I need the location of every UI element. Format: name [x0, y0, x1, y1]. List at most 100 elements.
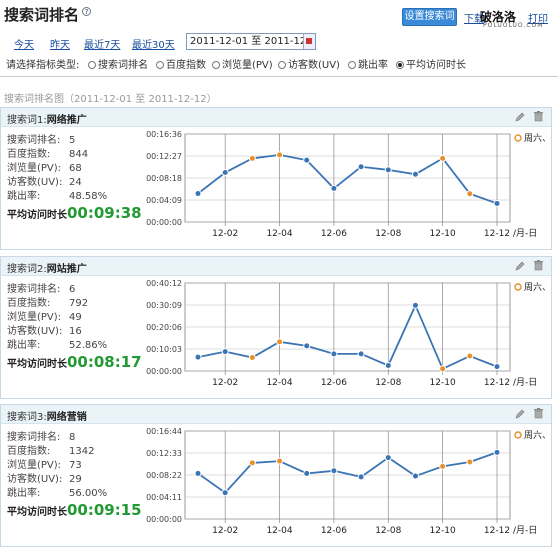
date-link-today[interactable]: 今天: [14, 40, 34, 51]
stat-row: 访客数(UV): 16: [7, 325, 137, 339]
x-tick-label: 12-12: [484, 229, 510, 239]
y-tick-label: 00:00:00: [146, 218, 182, 227]
data-point: [384, 362, 392, 370]
x-tick-label: 12-12: [484, 378, 510, 388]
y-tick-label: 00:20:06: [146, 323, 182, 332]
page-title: 搜索词排名?: [4, 4, 92, 25]
avg-duration-value: 00:09:38: [67, 204, 142, 222]
stat-value: 844: [69, 149, 89, 160]
calendar-icon[interactable]: [303, 34, 315, 49]
date-link-30days[interactable]: 最近30天: [132, 40, 175, 51]
print-link[interactable]: 打印: [528, 14, 548, 25]
date-filter-bar: 今天 昨天 最近7天 最近30天 2011-12-01 至 2011-12-: [0, 32, 558, 52]
legend-marker: [514, 431, 522, 439]
stat-row: 浏览量(PV): 68: [7, 162, 137, 176]
stat-label: 浏览量(PV):: [7, 163, 62, 174]
radio-dot-icon: [88, 61, 96, 69]
data-point: [439, 154, 447, 162]
y-tick-label: 00:00:00: [146, 367, 182, 376]
x-unit-label: /月-日: [513, 377, 537, 388]
data-point: [357, 473, 365, 481]
panel-header: 搜索词2:网站推广: [1, 257, 551, 276]
delete-icon[interactable]: [534, 408, 543, 419]
stat-row: 访客数(UV): 29: [7, 473, 137, 487]
legend-label: 周六、: [524, 132, 551, 144]
legend-marker: [514, 283, 522, 291]
delete-icon[interactable]: [534, 260, 543, 271]
stat-value: 1342: [69, 446, 95, 457]
stat-label: 访客数(UV):: [7, 177, 63, 188]
x-tick-label: 12-06: [321, 378, 347, 388]
series-line: [197, 451, 498, 494]
data-point: [384, 454, 392, 462]
keyword-label: 搜索词3:: [7, 412, 47, 423]
help-icon[interactable]: ?: [82, 7, 92, 16]
stat-value: 49: [69, 312, 82, 323]
radio-baidu-index[interactable]: 百度指数: [156, 56, 206, 71]
stat-label: 百度指数:: [7, 149, 51, 160]
y-tick-label: 00:08:22: [146, 471, 182, 480]
data-point: [466, 190, 474, 198]
download-link[interactable]: 下载: [464, 14, 484, 25]
stat-row: 百度指数: 1342: [7, 445, 137, 459]
data-point: [276, 338, 284, 346]
data-point: [276, 151, 284, 159]
data-point: [303, 156, 311, 164]
section-title: 搜索词排名图（2011-12-01 至 2011-12-12）: [4, 94, 217, 105]
stat-row: 访客数(UV): 24: [7, 176, 137, 190]
x-tick-label: 12-08: [375, 378, 401, 388]
keyword-stats: 搜索词排名: 6 百度指数: 792 浏览量(PV): 49 访客数(UV): 16 跳出率: 5…: [7, 283, 142, 370]
panel-header: 搜索词1:网络推广: [1, 108, 551, 127]
data-point: [330, 467, 338, 475]
y-tick-label: 00:40:12: [146, 279, 182, 288]
data-point: [248, 354, 256, 362]
radio-dot-icon: [212, 61, 220, 69]
data-point: [221, 169, 229, 177]
stat-value: 73: [69, 460, 82, 471]
stat-row: 搜索词排名: 8: [7, 431, 137, 445]
line-chart: 00:00:00 00:04:11 00:08:22 00:12:33 00:16:44…: [146, 427, 551, 536]
stat-value: 792: [69, 298, 89, 309]
set-keywords-button[interactable]: 设置搜索词: [402, 8, 457, 26]
series-line: [197, 303, 498, 371]
radio-label: 百度指数: [166, 60, 206, 71]
edit-icon[interactable]: [515, 260, 525, 271]
keyword-name: 网站推广: [46, 264, 87, 275]
date-range-value: 2011-12-01 至 2011-12-: [190, 36, 310, 47]
stat-value: 16: [69, 326, 82, 337]
edit-icon[interactable]: [515, 408, 525, 419]
legend-marker: [514, 134, 522, 142]
metric-selector: 请选择指标类型: 搜索词排名 百度指数 浏览量(PV) 访客数(UV) 跳出率 …: [0, 56, 558, 72]
y-tick-label: 00:16:36: [146, 130, 182, 139]
delete-icon[interactable]: [534, 111, 543, 122]
data-point: [384, 166, 392, 174]
radio-dot-icon: [156, 61, 164, 69]
series-line: [197, 153, 498, 205]
stat-value: 52.86%: [69, 340, 108, 351]
keyword-label: 搜索词2:: [7, 264, 47, 275]
radio-label: 平均访问时长: [406, 60, 466, 71]
radio-rank[interactable]: 搜索词排名: [88, 56, 148, 71]
radio-dot-icon: [348, 61, 356, 69]
data-point: [248, 154, 256, 162]
avg-duration-label: 平均访问时长: [7, 210, 67, 221]
radio-bounce-rate[interactable]: 跳出率: [348, 56, 388, 71]
page-title-text: 搜索词排名: [4, 6, 80, 24]
stat-row: 百度指数: 844: [7, 148, 137, 162]
y-tick-label: 00:10:03: [146, 345, 182, 354]
avg-duration: 平均访问时长00:09:38: [7, 206, 142, 223]
radio-label: 访客数(UV): [288, 60, 340, 71]
data-point: [221, 348, 229, 356]
radio-avg-duration[interactable]: 平均访问时长: [396, 56, 466, 71]
date-link-yesterday[interactable]: 昨天: [50, 40, 70, 51]
avg-duration-value: 00:08:17: [67, 353, 142, 371]
radio-pv[interactable]: 浏览量(PV): [212, 56, 273, 71]
edit-icon[interactable]: [515, 111, 525, 122]
x-tick-label: 12-06: [321, 526, 347, 536]
date-range-input[interactable]: 2011-12-01 至 2011-12-: [186, 33, 316, 50]
radio-uv[interactable]: 访客数(UV): [278, 56, 340, 71]
radio-dot-icon: [396, 61, 404, 69]
data-point: [194, 190, 202, 198]
divider: [0, 76, 558, 77]
date-link-7days[interactable]: 最近7天: [84, 40, 121, 51]
